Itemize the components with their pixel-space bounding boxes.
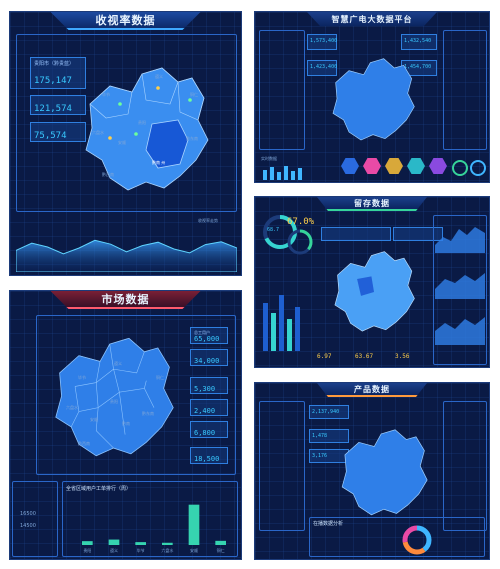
province-map[interactable] [329, 56, 419, 144]
panel-title: 留存数据 [317, 197, 427, 211]
right-charts-frame [433, 215, 487, 365]
bar-tick-label: 铜仁 [217, 547, 225, 553]
map-label: 黔西南 [78, 441, 90, 446]
mini-gauges [452, 160, 486, 176]
map-label: 黔南 [122, 421, 130, 426]
map-frame [36, 315, 236, 475]
province-map[interactable] [337, 427, 433, 519]
right-list-frame [443, 401, 487, 531]
left-bar-chart [263, 295, 300, 351]
bar-铜仁 [215, 540, 226, 545]
map-label: 毕节 [78, 375, 86, 380]
panel-retention: 留存数据 68.7 67.0% 6.97 63.67 3.56 [254, 196, 490, 368]
chart-legend: 收视率走势 [198, 218, 218, 223]
stat-top-3: 1,423,400 [307, 60, 337, 76]
map-label: 黔东南 [186, 136, 198, 141]
side-stat: 总工用户 65,000 [190, 327, 228, 344]
left-list-frame [259, 30, 305, 150]
panel-product: 产品数据 2,137,940 1,478 3,176 在播数据分析 [254, 382, 490, 560]
bar-tick-label: 安顺 [190, 547, 198, 553]
right-list-frame [443, 30, 487, 150]
side-stat: 2,400 [190, 399, 228, 416]
province-map[interactable] [80, 64, 215, 196]
hex-indicator [429, 158, 447, 174]
hex-indicator [363, 158, 381, 174]
bottom-left-frame [12, 481, 58, 557]
map-label: 铜仁 [190, 92, 198, 97]
hex-indicator [385, 158, 403, 174]
map-label: 黔西南 [102, 172, 114, 177]
panel-audience-rating: 收视率数据 贵阳市（黔贵蓝） 175,147 121,574 75,574 毕节… [9, 11, 242, 276]
map-frame [16, 34, 237, 212]
hex-indicator [341, 158, 359, 174]
bar-tick-label: 六盘水 [161, 547, 173, 553]
map-label: 六盘水 [92, 130, 104, 135]
hex-indicator [407, 158, 425, 174]
stat-top: 1,478 [309, 429, 349, 443]
stat-box-2: 121,574 [30, 95, 86, 115]
bar-遵义 [108, 539, 120, 545]
stat-top: 2,137,940 [309, 405, 349, 419]
bar-六盘水 [162, 542, 173, 545]
stat-box [321, 227, 391, 241]
bottom-frame [309, 517, 485, 557]
map-label: 铜仁 [156, 375, 164, 380]
stat-box [393, 227, 443, 241]
map-label: 黔东南 [142, 411, 154, 416]
map-label: 安顺 [118, 140, 126, 145]
map-label: 六盘水 [66, 405, 78, 410]
map-label: 毕节 [102, 92, 110, 97]
bar-贵阳 [82, 541, 93, 545]
province-map[interactable] [331, 249, 419, 335]
mini-bar-chart [263, 166, 302, 180]
province-map[interactable] [50, 329, 180, 467]
side-stat: 34,000 [190, 349, 228, 366]
ticket-bar-chart: 贵阳 遵义 毕节 六盘水 安顺 铜仁 [82, 504, 226, 553]
stat-top-2: 1,432,540 [401, 34, 437, 50]
map-label: 遵义 [155, 74, 163, 79]
bar-chart-title: 全省区域用户工单排行（周） [66, 486, 132, 492]
map-label: 安顺 [90, 417, 98, 422]
panel-title: 产品数据 [317, 383, 427, 397]
bar-chart-frame [62, 481, 238, 557]
map-label: 遵义 [114, 361, 122, 366]
map-label: 贵阳 [138, 120, 146, 125]
panel-smart-broadcast: 智慧广电大数据平台 1,573,400 1,432,540 1,423,400 … [254, 11, 490, 183]
panel-market: 市场数据 毕节 遵义 铜仁 六盘水 安顺 贵阳 黔东南 黔南 黔西南 总工用户 6… [9, 290, 242, 560]
map-label: 贵阳 [110, 399, 118, 404]
stat-box-3: 75,574 [30, 122, 86, 142]
bar-tick-label: 毕节 [137, 547, 145, 553]
stat-top-1: 1,573,400 [307, 34, 337, 50]
panel-title: 智慧广电大数据平台 [307, 12, 437, 26]
tab-label[interactable]: 实时数据 [261, 156, 277, 161]
bottom-title: 在播数据分析 [313, 521, 344, 527]
left-list-frame [259, 401, 305, 531]
side-stat: 18,500 [190, 447, 228, 464]
stat-box-1: 贵阳市（黔贵蓝） 175,147 [30, 57, 86, 89]
bar-毕节 [135, 542, 146, 545]
panel-title: 收视率数据 [50, 12, 201, 30]
side-stat: 6,800 [190, 421, 228, 438]
bar-tick-label: 遵义 [110, 547, 118, 553]
donut-gauge [287, 229, 313, 255]
donut-chart [402, 525, 432, 555]
map-highlight-label: 黔南 州 [152, 160, 166, 165]
bar-tick-label: 贵阳 [83, 547, 91, 553]
right-area-charts [435, 227, 485, 345]
side-stat: 5,300 [190, 377, 228, 394]
trend-area-chart [16, 239, 237, 272]
panel-title: 市场数据 [50, 291, 201, 309]
bar-安顺 [188, 504, 200, 545]
